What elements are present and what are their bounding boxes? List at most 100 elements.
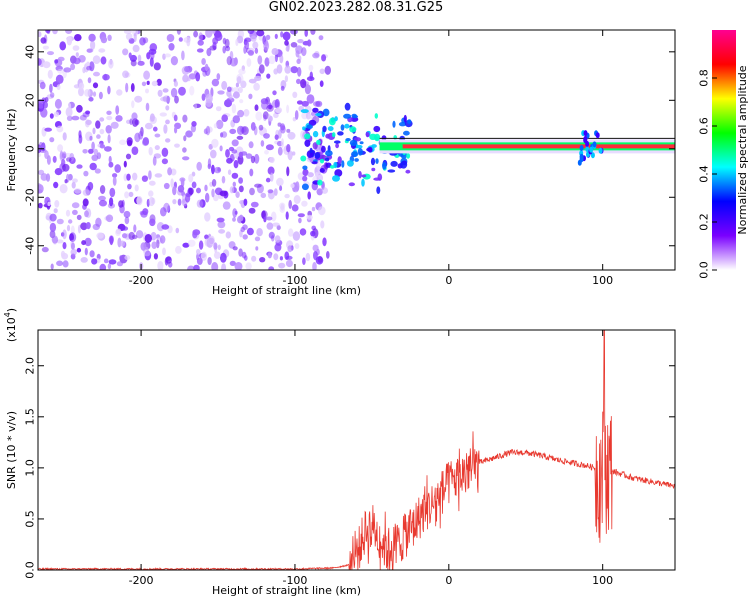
y-tick-label-top: 20 <box>24 93 37 107</box>
noise-blob <box>106 110 112 116</box>
noise-blob <box>88 148 94 154</box>
signal-blob <box>371 144 377 148</box>
noise-blob <box>205 192 210 203</box>
noise-blob <box>250 155 256 164</box>
noise-blob <box>221 175 226 184</box>
noise-blob <box>213 242 218 250</box>
noise-blob <box>51 235 59 244</box>
noise-blob <box>306 76 315 82</box>
noise-blob <box>53 181 59 189</box>
noise-blob <box>40 37 47 44</box>
noise-blob <box>278 262 286 269</box>
noise-blob <box>182 114 188 123</box>
noise-blob <box>60 43 66 50</box>
noise-blob <box>128 191 134 198</box>
noise-blob <box>247 50 254 56</box>
noise-blob <box>216 217 225 223</box>
noise-blob <box>57 144 64 152</box>
noise-blob <box>280 31 284 38</box>
noise-blob <box>84 247 88 256</box>
noise-blob <box>204 237 213 247</box>
noise-blob <box>80 222 88 231</box>
noise-blob <box>234 210 238 215</box>
noise-blob <box>206 48 212 57</box>
noise-blob <box>187 265 195 270</box>
signal-blob <box>346 160 354 167</box>
noise-blob <box>66 36 73 46</box>
signal-blob <box>306 124 313 130</box>
noise-blob <box>82 149 88 154</box>
noise-blob <box>57 68 64 74</box>
noise-blob <box>255 111 263 121</box>
noise-blob <box>306 214 313 220</box>
noise-blob <box>125 153 132 160</box>
noise-blob <box>146 52 151 60</box>
noise-blob <box>217 167 221 172</box>
noise-blob <box>108 161 114 168</box>
noise-blob <box>266 222 274 230</box>
noise-blob <box>319 68 325 75</box>
signal-blob <box>351 151 359 158</box>
noise-blob <box>238 151 244 158</box>
signal-blob <box>327 126 334 132</box>
noise-blob <box>132 44 140 53</box>
noise-blob <box>164 53 171 58</box>
noise-blob <box>56 84 61 91</box>
noise-blob <box>234 262 243 270</box>
noise-blob <box>205 125 211 136</box>
noise-blob <box>232 217 236 222</box>
signal-blob <box>357 148 363 156</box>
noise-blob <box>216 119 224 130</box>
noise-blob <box>165 256 172 264</box>
signal-blob <box>341 160 345 168</box>
noise-blob <box>122 233 128 239</box>
noise-blob <box>237 109 245 118</box>
noise-blob <box>291 204 299 212</box>
noise-blob <box>231 149 238 154</box>
noise-blob <box>277 122 282 127</box>
noise-blob <box>46 30 51 35</box>
snr-series-group <box>38 330 675 570</box>
noise-blob <box>174 95 179 104</box>
noise-blob <box>196 187 201 194</box>
signal-blob <box>406 153 411 159</box>
noise-blob <box>130 83 135 92</box>
signal-blob <box>300 109 309 114</box>
noise-blob <box>254 236 261 242</box>
noise-blob <box>248 207 256 214</box>
signal-blob <box>340 124 345 131</box>
noise-blob <box>236 76 242 84</box>
signal-blob <box>585 140 590 147</box>
noise-blob <box>82 66 86 74</box>
noise-blob <box>256 30 265 37</box>
noise-blob <box>112 176 117 186</box>
signal-blob <box>302 126 306 131</box>
noise-blob <box>61 252 69 260</box>
noise-blob <box>178 86 186 96</box>
noise-blob <box>246 227 254 236</box>
signal-blob <box>312 130 319 138</box>
noise-blob <box>156 78 162 86</box>
noise-blob <box>301 100 309 107</box>
noise-blob <box>148 196 155 207</box>
noise-blob <box>292 231 301 241</box>
noise-blob <box>124 255 131 261</box>
noise-blob <box>54 59 59 64</box>
plot-frame-bottom <box>37 329 676 571</box>
noise-blob <box>260 140 265 147</box>
signal-blob <box>317 179 323 186</box>
noise-blob <box>292 91 298 99</box>
noise-blob <box>221 114 228 122</box>
signal-blob <box>374 113 378 119</box>
y-tick-label-bottom: 1.0 <box>24 459 37 477</box>
noise-blob <box>77 224 81 234</box>
x-tick-label-bottom: 100 <box>592 574 613 587</box>
x-tick-label-top: -100 <box>282 274 307 287</box>
noise-blob <box>189 85 195 96</box>
noise-blob <box>162 88 169 93</box>
noise-blob <box>139 37 146 46</box>
signal-blob <box>592 141 597 148</box>
noise-blob <box>246 58 252 67</box>
noise-blob <box>168 43 175 51</box>
noise-blob <box>235 38 239 47</box>
